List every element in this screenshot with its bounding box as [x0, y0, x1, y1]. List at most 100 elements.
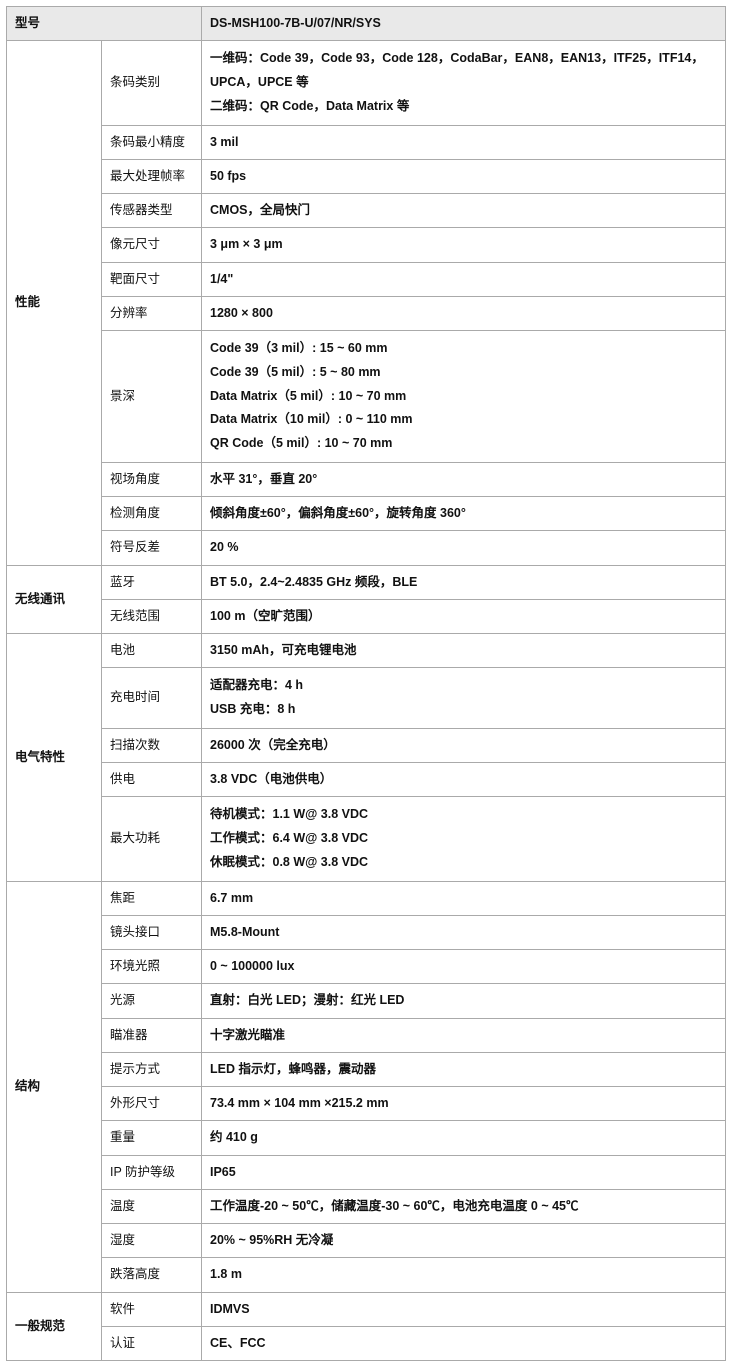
- spec-value: 1/4": [202, 262, 726, 296]
- spec-label: 符号反差: [102, 531, 202, 565]
- table-row: 湿度 20% ~ 95%RH 无冷凝: [7, 1224, 726, 1258]
- table-row: 符号反差 20 %: [7, 531, 726, 565]
- spec-label: 跌落高度: [102, 1258, 202, 1292]
- spec-value: 1280 × 800: [202, 296, 726, 330]
- spec-label: 扫描次数: [102, 728, 202, 762]
- spec-value: 待机模式：1.1 W@ 3.8 VDC工作模式：6.4 W@ 3.8 VDC休眠…: [202, 797, 726, 881]
- spec-label: 电池: [102, 634, 202, 668]
- table-row: 电气特性 电池 3150 mAh，可充电锂电池: [7, 634, 726, 668]
- spec-value: 50 fps: [202, 159, 726, 193]
- table-row: IP 防护等级 IP65: [7, 1155, 726, 1189]
- spec-value: BT 5.0，2.4~2.4835 GHz 频段，BLE: [202, 565, 726, 599]
- table-row: 温度 工作温度-20 ~ 50℃，储藏温度-30 ~ 60℃，电池充电温度 0 …: [7, 1189, 726, 1223]
- spec-label: 最大处理帧率: [102, 159, 202, 193]
- spec-label: 靶面尺寸: [102, 262, 202, 296]
- table-row: 靶面尺寸 1/4": [7, 262, 726, 296]
- table-row: 光源 直射：白光 LED；漫射：红光 LED: [7, 984, 726, 1018]
- spec-label: 镜头接口: [102, 915, 202, 949]
- table-row: 条码最小精度 3 mil: [7, 125, 726, 159]
- spec-label: 像元尺寸: [102, 228, 202, 262]
- model-label: 型号: [7, 7, 202, 41]
- table-row: 检测角度 倾斜角度±60°，偏斜角度±60°，旋转角度 360°: [7, 497, 726, 531]
- table-row: 外形尺寸 73.4 mm × 104 mm ×215.2 mm: [7, 1087, 726, 1121]
- spec-label: 条码最小精度: [102, 125, 202, 159]
- spec-value: LED 指示灯，蜂鸣器，震动器: [202, 1052, 726, 1086]
- table-row: 性能 条码类别 一维码：Code 39，Code 93，Code 128，Cod…: [7, 41, 726, 125]
- spec-label: 提示方式: [102, 1052, 202, 1086]
- spec-value: CE、FCC: [202, 1326, 726, 1360]
- section-electrical: 电气特性: [7, 634, 102, 882]
- spec-label: 景深: [102, 331, 202, 463]
- spec-value: 6.7 mm: [202, 881, 726, 915]
- table-row: 无线范围 100 m（空旷范围）: [7, 599, 726, 633]
- table-row: 分辨率 1280 × 800: [7, 296, 726, 330]
- table-row: 跌落高度 1.8 m: [7, 1258, 726, 1292]
- spec-label: 光源: [102, 984, 202, 1018]
- spec-label: 无线范围: [102, 599, 202, 633]
- section-wireless: 无线通讯: [7, 565, 102, 634]
- spec-value: 1.8 m: [202, 1258, 726, 1292]
- spec-label: 条码类别: [102, 41, 202, 125]
- spec-value: 20 %: [202, 531, 726, 565]
- spec-label: 视场角度: [102, 462, 202, 496]
- spec-label: 传感器类型: [102, 194, 202, 228]
- spec-table: 型号 DS-MSH100-7B-U/07/NR/SYS 性能 条码类别 一维码：…: [6, 6, 726, 1361]
- spec-value: CMOS，全局快门: [202, 194, 726, 228]
- spec-label: 软件: [102, 1292, 202, 1326]
- spec-label: 分辨率: [102, 296, 202, 330]
- table-row: 瞄准器 十字激光瞄准: [7, 1018, 726, 1052]
- spec-value: 十字激光瞄准: [202, 1018, 726, 1052]
- table-row: 镜头接口 M5.8-Mount: [7, 915, 726, 949]
- spec-label: 重量: [102, 1121, 202, 1155]
- spec-value: M5.8-Mount: [202, 915, 726, 949]
- table-row: 充电时间 适配器充电：4 hUSB 充电：8 h: [7, 668, 726, 729]
- spec-value: 约 410 g: [202, 1121, 726, 1155]
- spec-label: 最大功耗: [102, 797, 202, 881]
- spec-value: IP65: [202, 1155, 726, 1189]
- table-row: 视场角度 水平 31°，垂直 20°: [7, 462, 726, 496]
- spec-value: 100 m（空旷范围）: [202, 599, 726, 633]
- spec-label: 环境光照: [102, 950, 202, 984]
- table-row: 像元尺寸 3 μm × 3 μm: [7, 228, 726, 262]
- spec-value: IDMVS: [202, 1292, 726, 1326]
- table-row: 重量 约 410 g: [7, 1121, 726, 1155]
- model-value: DS-MSH100-7B-U/07/NR/SYS: [202, 7, 726, 41]
- spec-value: 直射：白光 LED；漫射：红光 LED: [202, 984, 726, 1018]
- spec-label: 湿度: [102, 1224, 202, 1258]
- table-row: 最大处理帧率 50 fps: [7, 159, 726, 193]
- section-general: 一般规范: [7, 1292, 102, 1361]
- table-row: 认证 CE、FCC: [7, 1326, 726, 1360]
- table-row: 一般规范 软件 IDMVS: [7, 1292, 726, 1326]
- table-row: 扫描次数 26000 次（完全充电）: [7, 728, 726, 762]
- spec-value: 水平 31°，垂直 20°: [202, 462, 726, 496]
- spec-value: 3150 mAh，可充电锂电池: [202, 634, 726, 668]
- table-row: 景深 Code 39（3 mil）: 15 ~ 60 mmCode 39（5 m…: [7, 331, 726, 463]
- spec-value: 3.8 VDC（电池供电）: [202, 763, 726, 797]
- spec-label: 检测角度: [102, 497, 202, 531]
- spec-label: 蓝牙: [102, 565, 202, 599]
- spec-value: 73.4 mm × 104 mm ×215.2 mm: [202, 1087, 726, 1121]
- spec-value: 3 μm × 3 μm: [202, 228, 726, 262]
- table-row: 环境光照 0 ~ 100000 lux: [7, 950, 726, 984]
- spec-label: 温度: [102, 1189, 202, 1223]
- table-row: 结构 焦距 6.7 mm: [7, 881, 726, 915]
- spec-value: 3 mil: [202, 125, 726, 159]
- spec-label: 焦距: [102, 881, 202, 915]
- spec-label: 外形尺寸: [102, 1087, 202, 1121]
- spec-value: 26000 次（完全充电）: [202, 728, 726, 762]
- table-row: 传感器类型 CMOS，全局快门: [7, 194, 726, 228]
- spec-value: 0 ~ 100000 lux: [202, 950, 726, 984]
- table-row: 供电 3.8 VDC（电池供电）: [7, 763, 726, 797]
- spec-label: 认证: [102, 1326, 202, 1360]
- table-row: 最大功耗 待机模式：1.1 W@ 3.8 VDC工作模式：6.4 W@ 3.8 …: [7, 797, 726, 881]
- section-structure: 结构: [7, 881, 102, 1292]
- spec-value: 一维码：Code 39，Code 93，Code 128，CodaBar，EAN…: [202, 41, 726, 125]
- spec-value: 20% ~ 95%RH 无冷凝: [202, 1224, 726, 1258]
- spec-label: 充电时间: [102, 668, 202, 729]
- spec-value: 倾斜角度±60°，偏斜角度±60°，旋转角度 360°: [202, 497, 726, 531]
- spec-label: 瞄准器: [102, 1018, 202, 1052]
- table-row: 无线通讯 蓝牙 BT 5.0，2.4~2.4835 GHz 频段，BLE: [7, 565, 726, 599]
- spec-value: Code 39（3 mil）: 15 ~ 60 mmCode 39（5 mil）…: [202, 331, 726, 463]
- table-row: 提示方式 LED 指示灯，蜂鸣器，震动器: [7, 1052, 726, 1086]
- header-row: 型号 DS-MSH100-7B-U/07/NR/SYS: [7, 7, 726, 41]
